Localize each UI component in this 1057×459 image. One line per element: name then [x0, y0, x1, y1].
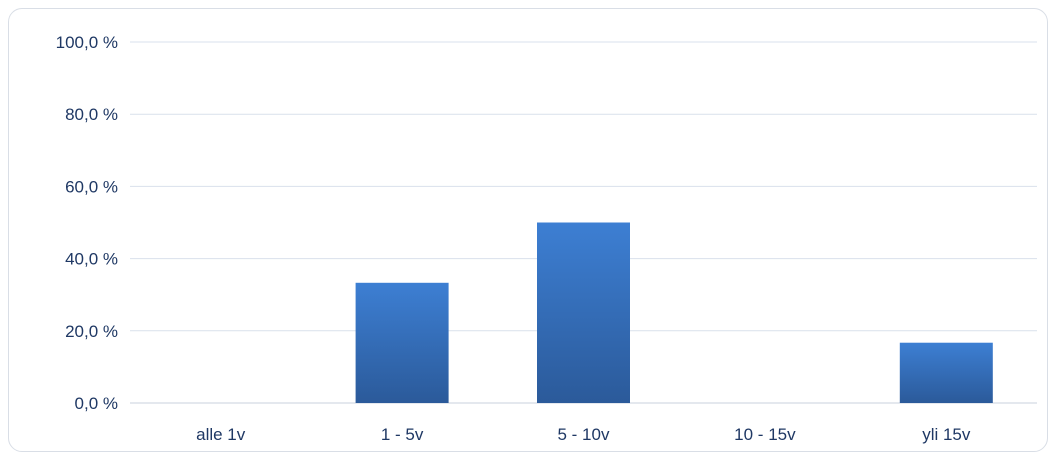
- y-tick-label: 40,0 %: [65, 250, 118, 269]
- x-axis-tick-labels: alle 1v 1 - 5v 5 - 10v 10 - 15v yli 15v: [196, 425, 971, 444]
- x-tick-label: yli 15v: [922, 425, 971, 444]
- y-tick-label: 20,0 %: [65, 322, 118, 341]
- y-tick-label: 80,0 %: [65, 105, 118, 124]
- x-tick-label: 1 - 5v: [381, 425, 424, 444]
- x-tick-label: alle 1v: [196, 425, 246, 444]
- chart-frame: [8, 8, 1048, 452]
- y-tick-label: 0,0 %: [75, 394, 118, 413]
- x-tick-label: 5 - 10v: [558, 425, 610, 444]
- bar: [537, 222, 630, 403]
- bars: [355, 222, 993, 403]
- x-tick-label: 10 - 15v: [734, 425, 796, 444]
- bar: [355, 282, 449, 403]
- bar: [899, 342, 993, 403]
- y-tick-label: 100,0 %: [56, 33, 118, 52]
- y-tick-label: 60,0 %: [65, 177, 118, 196]
- gridlines: [130, 41, 1037, 404]
- y-axis-tick-labels: 0,0 % 20,0 % 40,0 % 60,0 % 80,0 % 100,0 %: [56, 33, 118, 413]
